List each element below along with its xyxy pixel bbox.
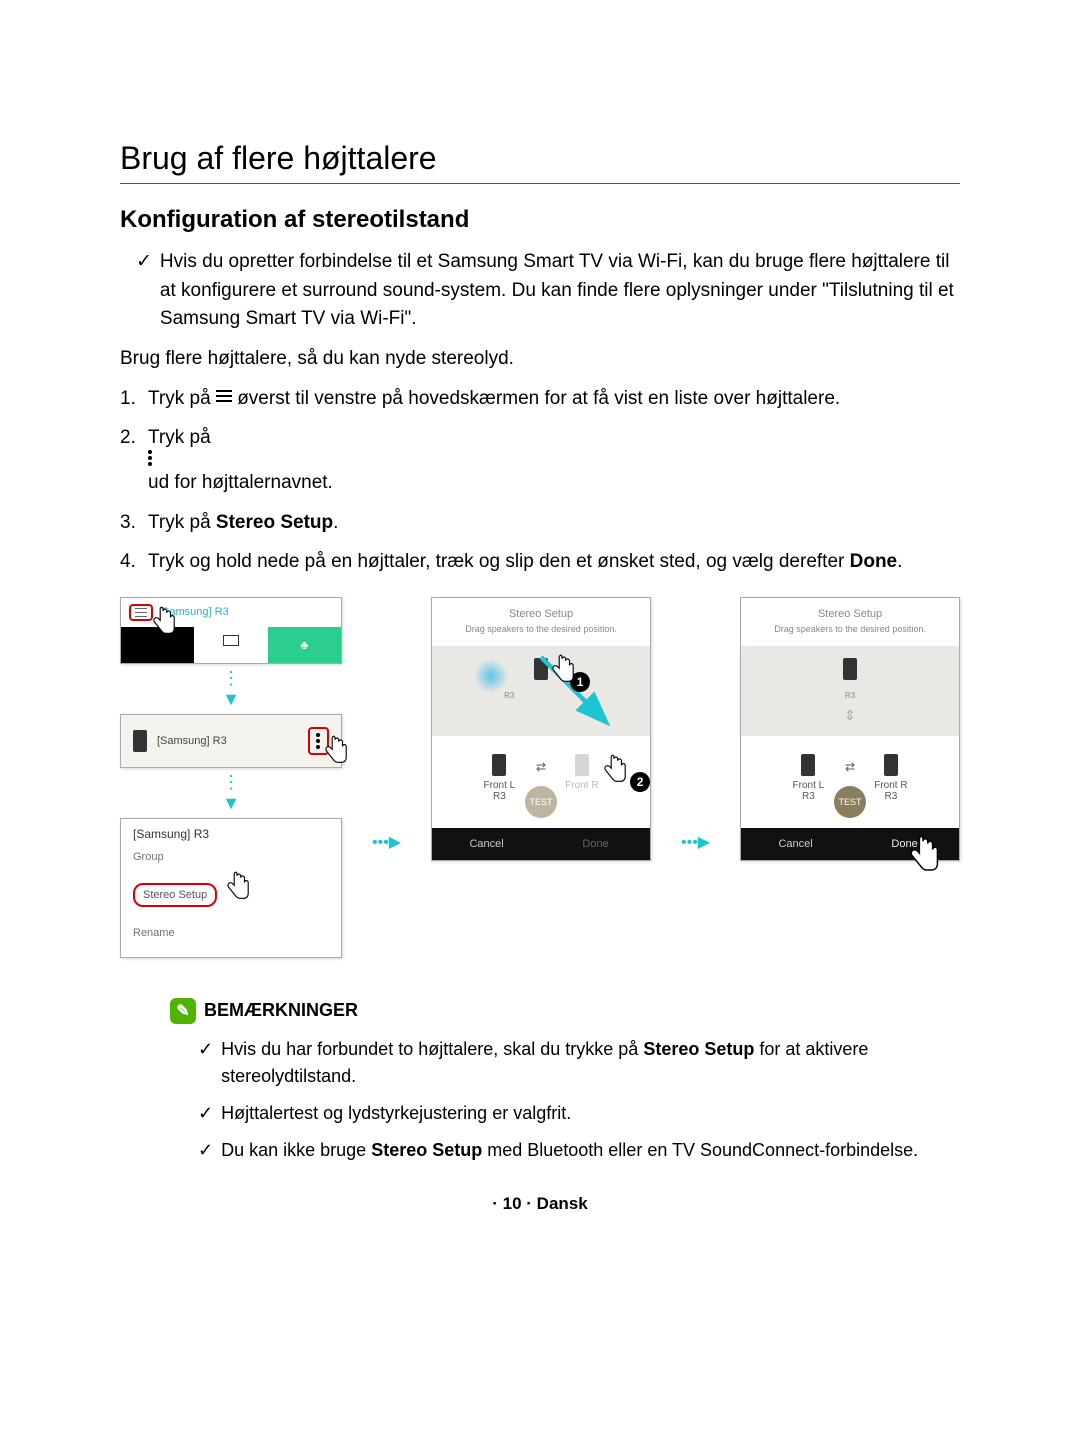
slot-label: Front L: [793, 780, 825, 791]
drag-glow: [471, 656, 511, 696]
slot-sublabel: R3: [793, 791, 825, 802]
hand-icon: [548, 652, 576, 692]
swap-icon: ⇄: [536, 760, 546, 774]
intro-note-text: Hvis du opretter forbindelse til et Sams…: [160, 248, 960, 334]
slot-label: R3: [845, 691, 855, 700]
speaker-icon: [884, 754, 898, 776]
notes-header: ✎ BEMÆRKNINGER: [170, 998, 960, 1024]
check-icon: ✓: [198, 1137, 213, 1164]
slot-label: Front R: [565, 780, 598, 791]
step-text: .: [897, 551, 902, 572]
step-text: Tryk på: [148, 388, 216, 409]
done-label: Done: [850, 551, 898, 572]
step-4: Tryk og hold nede på en højttaler, træk …: [120, 547, 960, 576]
phone-title: Stereo Setup: [432, 598, 650, 624]
intro-note: ✓ Hvis du opretter forbindelse til et Sa…: [120, 248, 960, 334]
step-text: Tryk og hold nede på en højttaler, træk …: [148, 551, 850, 572]
section-title: Konfiguration af stereotilstand: [120, 206, 960, 234]
stereo-setup-label: Stereo Setup: [216, 512, 333, 533]
vertical-dots-icon: [148, 450, 153, 466]
speaker-icon: [575, 754, 589, 776]
step-2: Tryk på ud for højttalernavnet.: [120, 423, 960, 498]
check-icon: ✓: [136, 248, 152, 334]
screen-home: [Samsung] R3: [120, 597, 342, 664]
swap-icon: ⇄: [845, 760, 855, 774]
notes-section: ✎ BEMÆRKNINGER ✓ Hvis du har forbundet t…: [120, 998, 960, 1164]
notes-title: BEMÆRKNINGER: [204, 1000, 358, 1021]
note-text: Hvis du har forbundet to højttalere, ska…: [221, 1039, 643, 1059]
note-3: ✓ Du kan ikke bruge Stereo Setup med Blu…: [170, 1137, 960, 1164]
phone-subtitle: Drag speakers to the desired position.: [741, 624, 959, 634]
screen-context-menu: [Samsung] R3 Group Stereo Setup Rename: [120, 818, 342, 958]
speaker-icon: [492, 754, 506, 776]
cancel-button: Cancel: [432, 828, 541, 860]
menu-item-stereo-setup: Stereo Setup: [133, 883, 217, 907]
arrow-right-icon: •••▶: [679, 832, 712, 852]
note-text: med Bluetooth eller en TV SoundConnect-f…: [482, 1140, 918, 1160]
hand-icon: [149, 604, 177, 644]
stereo-setup-label: Stereo Setup: [371, 1140, 482, 1160]
speaker-icon: [133, 730, 147, 752]
slot-front-right: Front R: [565, 754, 598, 802]
phone-title: Stereo Setup: [741, 598, 959, 624]
speaker-icon: [801, 754, 815, 776]
step-text: .: [333, 512, 338, 533]
speaker-label: [Samsung] R3: [157, 735, 227, 747]
note-1: ✓ Hvis du har forbundet to højttalere, s…: [170, 1036, 960, 1090]
screen-speaker-item: [Samsung] R3: [120, 714, 342, 768]
test-button: TEST: [525, 786, 557, 818]
slot-label: R3: [504, 691, 514, 700]
check-icon: ✓: [198, 1100, 213, 1127]
cancel-button: Cancel: [741, 828, 850, 860]
menu-item-group: Group: [133, 851, 329, 863]
slot-front-left: Front L R3: [793, 754, 825, 802]
hamburger-icon: [135, 608, 147, 617]
hamburger-icon: [216, 390, 232, 402]
arrow-down-icon: ⋮▼: [222, 772, 240, 814]
diagram-left-column: [Samsung] R3 ⋮▼ [Samsung] R3 ⋮▼: [120, 597, 342, 958]
test-button: TEST: [834, 786, 866, 818]
menu-title: [Samsung] R3: [133, 827, 329, 841]
diagram-figure: [Samsung] R3 ⋮▼ [Samsung] R3 ⋮▼: [120, 597, 960, 958]
slot-sublabel: R3: [874, 791, 907, 802]
speaker-icon: [843, 658, 857, 680]
slot-front-left: Front L R3: [484, 754, 516, 802]
hand-icon: [600, 752, 628, 792]
step-text: Tryk på: [148, 427, 211, 448]
slot-label: Front R: [874, 780, 907, 791]
step-badge-2: 2: [630, 772, 650, 792]
note-text: Højttalertest og lydstyrkejustering er v…: [221, 1100, 571, 1127]
step-text: øverst til venstre på hovedskærmen for a…: [237, 388, 840, 409]
step-3: Tryk på Stereo Setup.: [120, 508, 960, 537]
stereo-setup-label: Stereo Setup: [643, 1039, 754, 1059]
hand-icon: [321, 733, 349, 773]
note-2: ✓ Højttalertest og lydstyrkejustering er…: [170, 1100, 960, 1127]
menu-item-rename: Rename: [133, 927, 329, 939]
notes-icon: ✎: [170, 998, 196, 1024]
steps-list: Tryk på øverst til venstre på hovedskærm…: [120, 384, 960, 577]
step-1: Tryk på øverst til venstre på hovedskærm…: [120, 384, 960, 413]
done-button-disabled: Done: [541, 828, 650, 860]
hand-icon: [905, 832, 941, 884]
drag-arrow-icon: [532, 648, 622, 738]
intro-line: Brug flere højttalere, så du kan nyde st…: [120, 348, 960, 370]
check-icon: ✓: [198, 1036, 213, 1090]
slot-front-right: Front R R3: [874, 754, 907, 802]
page-footer: · 10 · Dansk: [120, 1194, 960, 1214]
slot-sublabel: R3: [484, 791, 516, 802]
screen-stereo-setup-drag: Stereo Setup Drag speakers to the desire…: [431, 597, 651, 861]
phone-subtitle: Drag speakers to the desired position.: [432, 624, 650, 634]
step-text: ud for højttalernavnet.: [148, 472, 333, 493]
link-icon: ⇕: [844, 707, 856, 724]
hand-icon: [223, 869, 251, 909]
note-text: Du kan ikke bruge: [221, 1140, 371, 1160]
screen-stereo-setup-done: Stereo Setup Drag speakers to the desire…: [740, 597, 960, 861]
step-text: Tryk på: [148, 512, 216, 533]
page-title: Brug af flere højttalere: [120, 140, 960, 184]
arrow-down-icon: ⋮▼: [222, 668, 240, 710]
arrow-right-icon: •••▶: [370, 832, 403, 852]
slot-label: Front L: [484, 780, 516, 791]
